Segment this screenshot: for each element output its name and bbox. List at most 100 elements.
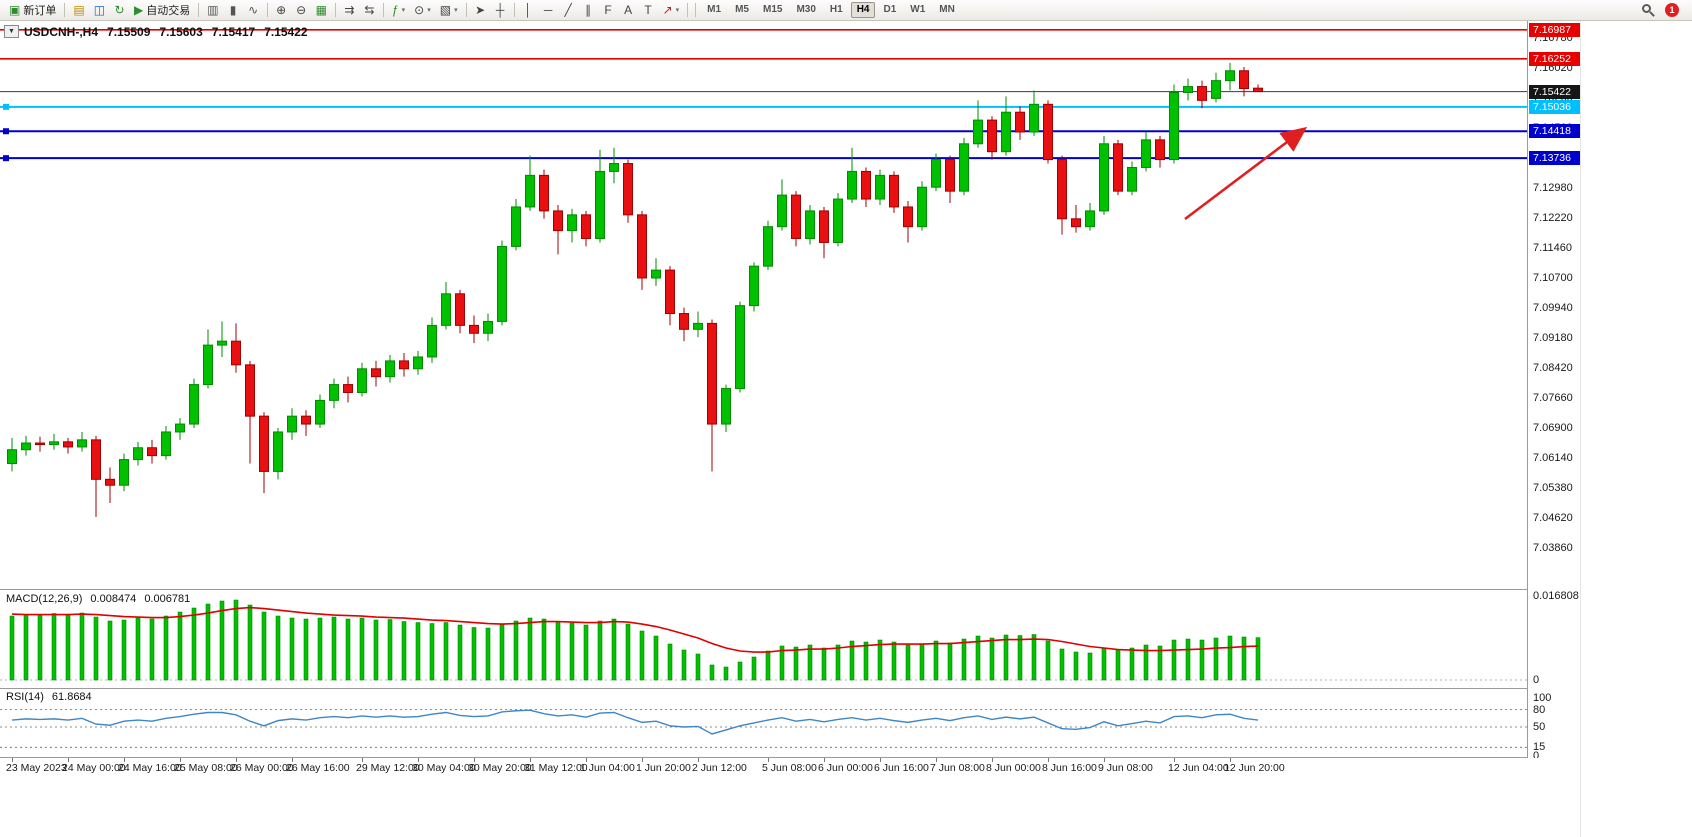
timeframe-m5[interactable]: M5: [735, 4, 749, 15]
price-tick: 7.12220: [1533, 212, 1573, 224]
panel-separator[interactable]: [0, 589, 1580, 590]
new-order-button[interactable]: ▣ 新订单: [5, 2, 60, 19]
rsi-name: RSI(14): [6, 691, 44, 703]
trend-arrow[interactable]: [1184, 126, 1308, 221]
indicators-icon: ƒ: [391, 2, 399, 17]
market-watch-icon: ◫: [93, 2, 106, 17]
notification-badge[interactable]: 1: [1665, 3, 1679, 17]
autotrading-button[interactable]: ▶ 自动交易: [130, 2, 194, 19]
date-label: 31 May 12:00: [524, 762, 588, 774]
price-badge[interactable]: 7.15036: [1529, 99, 1580, 114]
timeframe-m30[interactable]: M30: [796, 4, 816, 15]
tile-windows-icon[interactable]: ▦: [312, 2, 331, 19]
macd-label: MACD(12,26,9) 0.008474 0.006781: [6, 593, 190, 605]
timeframe-h4[interactable]: H4: [850, 2, 876, 18]
vertical-line-icon[interactable]: │: [519, 2, 538, 19]
date-label: 24 May 16:00: [118, 762, 182, 774]
rsi-value: 61.8684: [51, 691, 92, 703]
date-label: 26 May 16:00: [286, 762, 350, 774]
templates-icon[interactable]: ▧ ▾: [436, 2, 462, 19]
date-label: 12 Jun 20:00: [1224, 762, 1285, 774]
label-icon[interactable]: T: [639, 2, 658, 19]
cursor-icon[interactable]: ➤: [471, 2, 490, 19]
date-tick: [292, 758, 293, 762]
crosshair-icon: ┼: [495, 2, 505, 17]
timeframe-mn[interactable]: MN: [939, 4, 955, 15]
bar-chart-icon[interactable]: ▥: [203, 2, 222, 19]
channel-icon: ∥: [585, 2, 592, 17]
refresh-icon[interactable]: ↻: [110, 2, 129, 19]
main-toolbar: ▣ 新订单 ▤ ◫ ↻ ▶ 自动交易 ▥ ▮ ∿ ⊕ ⊖ ▦ ⇉ ⇆ ƒ ▾ ⊙ ▾ ▧ ▾ ➤ ┼ │ ─ ╱ ∥ F A T ↗ ▾ M1…: [0, 0, 1692, 21]
one-click-trading-icon[interactable]: ▼: [4, 25, 19, 38]
price-tick: 7.07660: [1533, 392, 1573, 404]
date-tick: [824, 758, 825, 762]
arrows-icon[interactable]: ↗ ▾: [659, 2, 684, 19]
macd-axis-tick: 0: [1533, 674, 1540, 686]
toolbar-right: 1: [1642, 3, 1687, 17]
price-badge[interactable]: 7.16252: [1529, 51, 1580, 66]
date-tick: [936, 758, 937, 762]
timeframe-w1[interactable]: W1: [910, 4, 926, 15]
rsi-panel: [0, 709, 1527, 748]
date-label: 24 May 00:00: [62, 762, 126, 774]
price-axis[interactable]: 7.167807.160207.152607.145007.137407.129…: [1527, 21, 1580, 777]
chart-shift-icon: ⇆: [364, 2, 375, 17]
periods-icon[interactable]: ⊙ ▾: [410, 2, 435, 19]
date-tick: [180, 758, 181, 762]
line-chart-icon[interactable]: ∿: [244, 2, 263, 19]
price-tick: 7.12980: [1533, 182, 1573, 194]
auto-scroll-icon[interactable]: ⇉: [340, 2, 359, 19]
line-handle[interactable]: [3, 155, 9, 162]
date-label: 23 May 2023: [6, 762, 67, 774]
crosshair-icon[interactable]: ┼: [491, 2, 510, 19]
templates-icon: ▧: [439, 2, 452, 17]
rsi-axis-tick: 100: [1533, 692, 1552, 704]
auto-scroll-icon: ⇉: [344, 2, 355, 17]
chart-profile-icon[interactable]: ▤: [69, 2, 88, 19]
candlestick-chart-icon[interactable]: ▮: [224, 2, 243, 19]
channel-icon[interactable]: ∥: [579, 2, 598, 19]
line-handle[interactable]: [3, 128, 9, 135]
zoom-in-icon[interactable]: ⊕: [272, 2, 291, 19]
date-label: 12 Jun 04:00: [1168, 762, 1229, 774]
horizontal-line-icon[interactable]: ─: [539, 2, 558, 19]
date-label: 9 Jun 08:00: [1098, 762, 1153, 774]
macd-name: MACD(12,26,9): [6, 593, 83, 605]
date-tick: [768, 758, 769, 762]
rsi-axis-tick: 50: [1533, 721, 1546, 733]
price-badge[interactable]: 7.16987: [1529, 22, 1580, 37]
timeframe-m1[interactable]: M1: [707, 4, 722, 15]
trendline-icon: ╱: [564, 2, 572, 17]
zoom-out-icon[interactable]: ⊖: [292, 2, 311, 19]
price-badge[interactable]: 7.14418: [1529, 124, 1580, 139]
timeframe-m15[interactable]: M15: [762, 4, 783, 15]
zoom-out-icon: ⊖: [296, 2, 307, 17]
market-watch-icon[interactable]: ◫: [90, 2, 109, 19]
date-tick: [124, 758, 125, 762]
rsi-axis-tick: 15: [1533, 741, 1546, 754]
indicators-icon[interactable]: ƒ ▾: [388, 2, 409, 19]
timeframe-h1[interactable]: H1: [829, 4, 843, 15]
toolbar-separator: [695, 3, 697, 17]
date-tick: [530, 758, 531, 762]
price-tick: 7.05380: [1533, 482, 1573, 494]
text-icon[interactable]: A: [619, 2, 638, 19]
panel-separator[interactable]: [0, 688, 1580, 689]
search-icon[interactable]: [1642, 3, 1655, 17]
new-order-button-label: 新订单: [23, 5, 57, 17]
price-badge[interactable]: 7.13736: [1529, 151, 1580, 166]
timeframe-d1[interactable]: D1: [883, 4, 897, 15]
trendline-icon[interactable]: ╱: [559, 2, 578, 19]
chart-shift-icon[interactable]: ⇆: [360, 2, 379, 19]
bar-chart-icon: ▥: [207, 2, 219, 17]
panel-separator[interactable]: [0, 757, 1580, 758]
date-label: 1 Jun 20:00: [636, 762, 691, 774]
toolbar-separator: [382, 3, 384, 17]
level-lines[interactable]: [0, 29, 1527, 162]
date-label: 7 Jun 08:00: [930, 762, 985, 774]
fibonacci-icon[interactable]: F: [599, 2, 618, 19]
date-label: 8 Jun 16:00: [1042, 762, 1097, 774]
price-badge[interactable]: 7.15422: [1529, 84, 1580, 99]
date-axis[interactable]: 23 May 2023 24 May 00:00 24 May 16:00 25 Ma…: [0, 758, 1580, 777]
line-handle[interactable]: [3, 103, 9, 110]
